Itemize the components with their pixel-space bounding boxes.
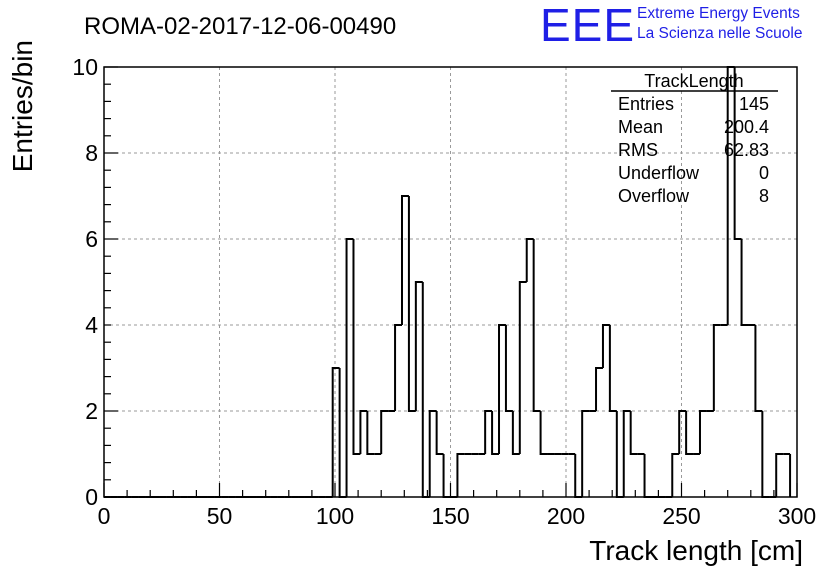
histogram-bin	[643, 454, 652, 498]
stats-value: 145	[739, 94, 769, 114]
histogram-bars	[104, 66, 792, 498]
stats-rows: Entries 145 Mean 200.4 RMS 62.83 Underflow 0 Ove…	[618, 94, 769, 206]
histogram-bin	[491, 411, 500, 455]
histogram-bin	[525, 238, 534, 282]
axis-ticks	[103, 66, 798, 498]
histogram-bin	[622, 410, 631, 497]
plot-frame	[103, 66, 798, 498]
stats-label: Overflow	[618, 186, 690, 206]
eee-logo: EEE Extreme Energy Events La Scienza nel…	[540, 0, 802, 51]
y-axis-label: Entries/bin	[7, 40, 38, 172]
histogram-bin	[504, 325, 513, 412]
y-tick-label: 4	[85, 312, 98, 338]
stats-label: RMS	[618, 140, 658, 160]
histogram-bin	[532, 239, 541, 412]
stats-box: TrackLength Entries 145 Mean 200.4 RMS 62.83 U…	[611, 71, 778, 206]
histogram-bin	[726, 66, 735, 325]
histogram-bin	[394, 324, 402, 411]
histogram-bin	[595, 367, 603, 411]
histogram-bin	[671, 453, 680, 497]
stats-value: 0	[759, 163, 769, 183]
x-tick-label: 150	[431, 503, 469, 529]
histogram-bin	[574, 454, 583, 498]
x-tick-label: 250	[662, 503, 700, 529]
histogram-bin	[712, 324, 721, 411]
histogram-bin	[539, 411, 548, 455]
histogram-bin	[733, 67, 742, 240]
histogram-bin	[428, 410, 437, 497]
y-tick-label: 6	[85, 226, 98, 252]
histogram-bin	[456, 453, 465, 497]
x-tick-label: 0	[98, 503, 111, 529]
histogram-bin	[442, 454, 451, 498]
histogram-bin	[685, 411, 694, 455]
x-tick-labels: 0 50 100 150 200 250 300	[98, 503, 817, 529]
chart-title: ROMA-02-2017-12-06-00490	[84, 13, 396, 40]
histogram-bin	[435, 411, 444, 455]
histogram-bin	[601, 324, 610, 368]
histogram-bin	[678, 410, 687, 454]
stats-label: Underflow	[618, 163, 700, 183]
x-tick-label: 300	[778, 503, 816, 529]
histogram-bin	[414, 281, 423, 411]
grid-lines	[104, 66, 797, 497]
x-axis-label: Track length [cm]	[589, 535, 803, 566]
stats-label: Mean	[618, 117, 663, 137]
histogram-bin	[629, 411, 638, 455]
logo-line-1: Extreme Energy Events	[637, 5, 800, 22]
histogram-bin	[511, 411, 520, 455]
histogram-bin	[421, 282, 430, 498]
stats-label: Entries	[618, 94, 674, 114]
stats-value: 8	[759, 186, 769, 206]
y-tick-label: 2	[85, 398, 98, 424]
histogram-bin	[518, 281, 527, 454]
histogram-bin	[484, 410, 493, 454]
histogram-bin	[380, 410, 389, 454]
histogram-bin	[400, 195, 409, 325]
histogram-bin	[345, 238, 354, 497]
stats-value: 200.4	[724, 117, 769, 137]
y-tick-label: 10	[72, 54, 98, 80]
histogram-bin	[407, 196, 416, 412]
histogram-bin	[615, 411, 624, 498]
logo-line-2: La Scienza nelle Scuole	[637, 25, 802, 42]
histogram-bin	[359, 410, 368, 454]
y-tick-label: 8	[85, 140, 98, 166]
histogram-bin	[754, 325, 763, 412]
histogram-bin	[352, 239, 361, 455]
histogram-bin	[331, 367, 340, 497]
axes-box	[103, 66, 798, 498]
histogram-bin	[498, 324, 506, 454]
logo-letters: EEE	[540, 0, 635, 51]
histogram-bin	[740, 239, 749, 326]
histogram-bin	[338, 368, 347, 498]
histogram-bin	[775, 453, 784, 497]
histogram-bin	[761, 411, 770, 498]
stats-value: 62.83	[724, 140, 769, 160]
histogram-bin	[698, 410, 707, 454]
histogram-bin	[581, 410, 590, 497]
histogram-bin	[608, 325, 617, 412]
x-tick-label: 100	[316, 503, 354, 529]
stats-box-title: TrackLength	[644, 71, 743, 91]
x-tick-label: 200	[547, 503, 585, 529]
y-tick-labels: 0 2 4 6 8 10	[72, 54, 98, 510]
x-tick-label: 50	[207, 503, 233, 529]
y-tick-label: 0	[85, 484, 98, 510]
histogram-bin	[366, 411, 375, 455]
